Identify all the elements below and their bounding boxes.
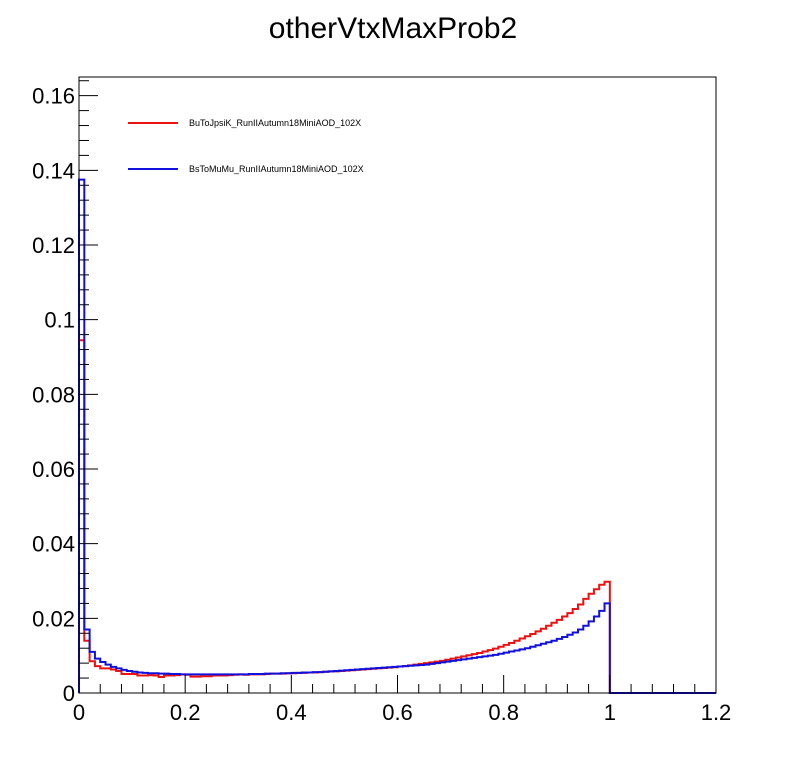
y-tick-label: 0.12 bbox=[32, 233, 75, 258]
y-tick-label: 0.04 bbox=[32, 532, 75, 557]
legend-label-1: BuToJpsiK_RunIIAutumn18MiniAOD_102X bbox=[189, 118, 361, 128]
legend: BuToJpsiK_RunIIAutumn18MiniAOD_102X BsToM… bbox=[128, 118, 364, 174]
y-tick-label: 0.06 bbox=[32, 457, 75, 482]
axis-layer: 0 0.2 0.4 0.6 0.8 1 1.2 0 0.02 0.04 0.06 0.08 0.1 0.1… bbox=[32, 80, 732, 725]
x-tick-label: 1 bbox=[604, 700, 616, 725]
series-layer bbox=[78, 178, 716, 694]
x-tick-label: 0 bbox=[73, 700, 85, 725]
series-2-line bbox=[78, 178, 716, 694]
legend-label-2: BsToMuMu_RunIIAutumn18MiniAOD_102X bbox=[189, 164, 364, 174]
x-tick-label: 1.2 bbox=[701, 700, 732, 725]
series-1-line bbox=[78, 339, 716, 694]
y-tick-label: 0.1 bbox=[44, 308, 75, 333]
y-tick-label: 0.08 bbox=[32, 382, 75, 407]
x-tick-label: 0.8 bbox=[488, 700, 519, 725]
y-tick-label: 0 bbox=[63, 681, 75, 706]
y-tick-label: 0.16 bbox=[32, 84, 75, 109]
y-tick-label: 0.14 bbox=[32, 158, 75, 183]
y-tick-label: 0.02 bbox=[32, 606, 75, 631]
chart-title: otherVtxMaxProb2 bbox=[269, 12, 517, 45]
x-tick-label: 0.6 bbox=[382, 700, 413, 725]
x-tick-label: 0.4 bbox=[276, 700, 307, 725]
x-tick-label: 0.2 bbox=[170, 700, 201, 725]
